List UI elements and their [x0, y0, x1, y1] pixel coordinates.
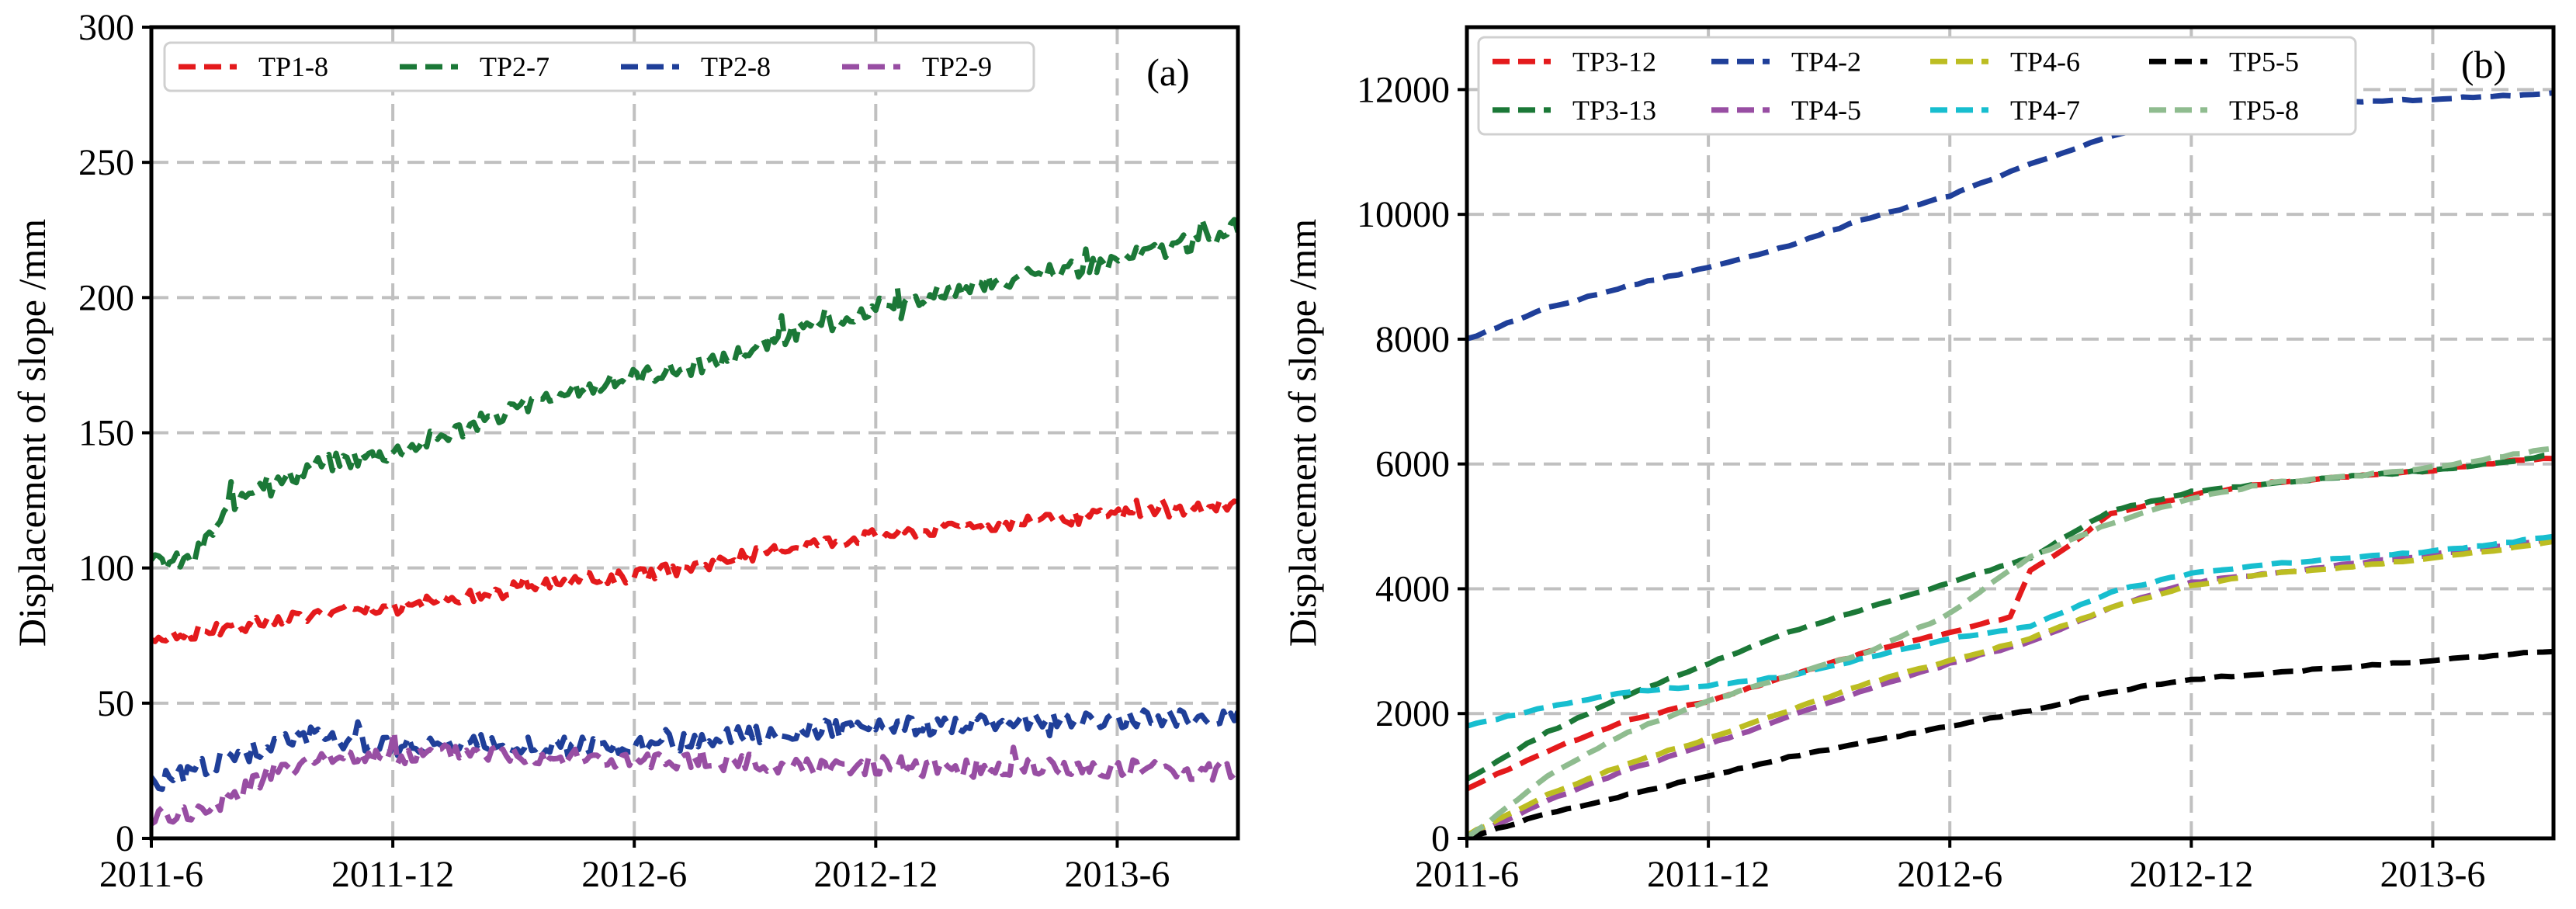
series-line-tp1-8	[151, 496, 1238, 644]
legend-label: TP5-5	[2229, 46, 2299, 77]
x-tick-label: 2012-12	[813, 854, 938, 895]
legend-label: TP5-8	[2229, 95, 2299, 126]
legend: TP1-8 TP2-7 TP2-8 TP2-9	[163, 41, 1035, 92]
series-line-tp2-8	[151, 707, 1238, 793]
legend-label: TP3-13	[1572, 95, 1656, 126]
legend-label: TP2-7	[480, 51, 550, 82]
series-line-tp2-9	[151, 728, 1238, 827]
legend-label: TP1-8	[258, 51, 328, 82]
y-tick-label: 2000	[1375, 693, 1450, 734]
chart-panel-0: 2011-6 2011-12 2012-6 2012-12 2013-6 0 50 100 15…	[10, 7, 1240, 895]
series-group	[151, 216, 1238, 827]
y-tick-label: 100	[78, 548, 134, 589]
x-tick-label: 2011-12	[331, 854, 454, 895]
y-tick-label: 10000	[1357, 194, 1450, 235]
legend: TP3-12 TP3-13 TP4-2 TP4-5 TP4-6 TP4-7 TP5-5 TP5…	[1477, 36, 2357, 136]
y-tick-label: 250	[78, 142, 134, 183]
y-tick-label: 6000	[1375, 444, 1450, 485]
y-tick-label: 0	[1431, 818, 1450, 859]
y-tick-label: 50	[97, 683, 134, 724]
panel-label: (a)	[1146, 50, 1190, 94]
panel-label: (b)	[2461, 43, 2506, 86]
x-tick-label: 2011-6	[99, 854, 203, 895]
x-tick-label: 2012-6	[1897, 854, 2002, 895]
legend-box	[1477, 36, 2357, 136]
y-tick-label: 4000	[1375, 568, 1450, 609]
series-line-tp4-5	[1467, 536, 2553, 838]
series-line-tp3-12	[1467, 456, 2553, 792]
legend-label: TP4-2	[1791, 46, 1861, 77]
x-tick-label: 2013-6	[1064, 854, 1170, 895]
legend-label: TP4-6	[2010, 46, 2080, 77]
y-tick-label: 150	[78, 413, 134, 454]
plot-frame	[1465, 25, 2556, 841]
x-tick-label: 2012-12	[2129, 854, 2253, 895]
series-line-tp5-8	[1467, 446, 2553, 838]
y-tick-label: 12000	[1357, 69, 1450, 110]
legend-label: TP2-9	[922, 51, 992, 82]
series-line-tp4-6	[1467, 539, 2553, 838]
legend-label: TP4-7	[2010, 95, 2080, 126]
y-tick-label: 300	[78, 7, 134, 48]
x-tick-label: 2011-6	[1415, 854, 1519, 895]
series-line-tp4-2	[1467, 90, 2553, 342]
y-axis-title: Displacement of slope /mm	[10, 219, 54, 647]
legend-label: TP4-5	[1791, 95, 1861, 126]
y-tick-label: 200	[78, 277, 134, 318]
x-tick-label: 2012-6	[581, 854, 687, 895]
series-line-tp5-5	[1467, 648, 2553, 838]
series-group	[1467, 90, 2553, 838]
y-tick-label: 8000	[1375, 319, 1450, 360]
series-line-tp4-7	[1467, 533, 2553, 729]
legend-label: TP2-8	[701, 51, 771, 82]
x-tick-label: 2011-12	[1647, 854, 1770, 895]
y-tick-label: 0	[116, 818, 134, 859]
legend-box	[163, 41, 1035, 92]
chart-panel-1: 2011-6 2011-12 2012-6 2012-12 2013-6 0 2000 400…	[1281, 25, 2556, 895]
series-line-tp2-7	[151, 216, 1238, 573]
legend-label: TP3-12	[1572, 46, 1656, 77]
x-tick-label: 2013-6	[2380, 854, 2485, 895]
y-axis-title: Displacement of slope /mm	[1281, 219, 1324, 647]
